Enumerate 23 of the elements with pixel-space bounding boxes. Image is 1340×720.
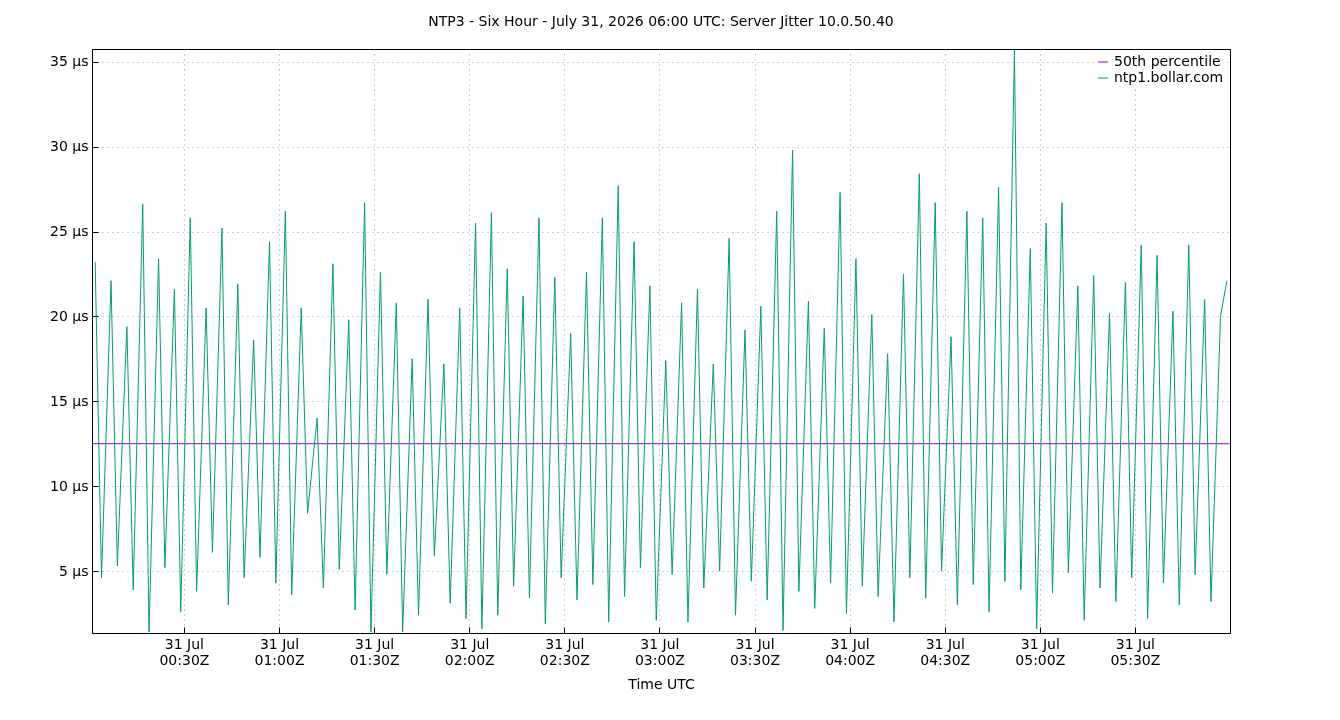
y-tick-label: 20 µs [50,307,89,324]
y-tick-label: 15 µs [50,392,89,409]
line-series [94,49,1228,633]
x-tick-label: 31 Jul 03:30Z [730,635,780,668]
y-tick-label: 35 µs [50,53,89,70]
x-tick-label: 31 Jul 04:30Z [920,635,971,668]
x-tick-label: 31 Jul 00:30Z [159,635,210,668]
x-tick-label: 31 Jul 01:00Z [254,635,305,668]
x-tick-label: 31 Jul 02:00Z [444,635,495,668]
x-tick-label: 31 Jul 04:00Z [825,635,876,668]
y-tick-label: 10 µs [50,477,89,494]
x-tick-label: 31 Jul 05:30Z [1110,635,1161,668]
x-tick-label: 31 Jul 03:00Z [634,635,685,668]
x-axis-title: Time UTC [627,675,695,692]
y-tick-label: 25 µs [50,223,89,239]
x-tick-label: 31 Jul 01:30Z [349,635,400,668]
x-tick-label: 31 Jul 02:30Z [539,635,590,668]
chart-title: NTP3 - Six Hour - July 31, 2026 06:00 UTC: Server Jitter 10.0.50.40 [428,13,894,29]
y-tick-label: 30 µs [50,138,89,155]
legend-label: ntp1.bollar.com [1114,69,1224,85]
legend-label: 50th percentile [1114,53,1221,69]
y-tick-label: 5 µs [58,562,89,579]
x-tick-label: 31 Jul 05:00Z [1015,635,1066,668]
